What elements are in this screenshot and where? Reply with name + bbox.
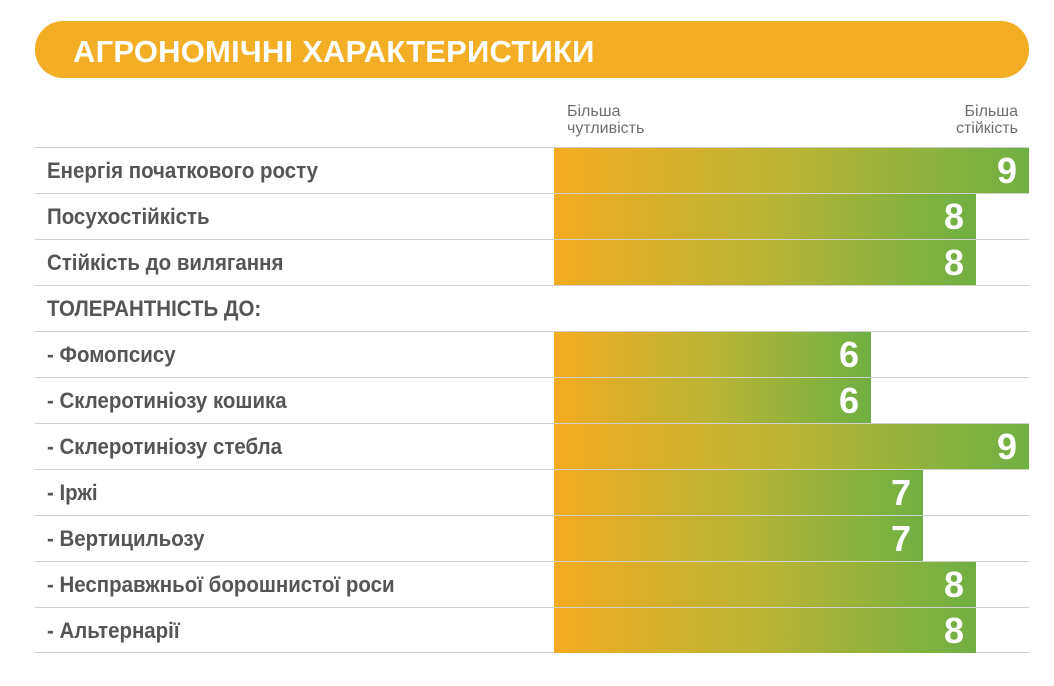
score-bar: 8: [554, 240, 976, 285]
row-label: - Склеротиніозу стебла: [47, 434, 282, 459]
score-value: 8: [943, 564, 964, 605]
row-label: - Несправжньої борошнистої роси: [47, 572, 395, 597]
score-value: 8: [943, 196, 964, 237]
scale-label-sensitivity: Більша чутливість: [567, 103, 644, 137]
score-value: 6: [838, 334, 859, 375]
score-bar: 6: [554, 332, 871, 377]
score-value: 9: [996, 150, 1017, 191]
row-label: Посухостійкість: [47, 204, 210, 229]
chart-row: ТОЛЕРАНТНІСТЬ ДО:: [35, 285, 1029, 331]
score-bar: 9: [554, 424, 1029, 469]
row-label: - Склеротиніозу кошика: [47, 388, 287, 413]
score-value: 6: [838, 380, 859, 421]
page-title: АГРОНОМІЧНІ ХАРАКТЕРИСТИКИ: [73, 34, 595, 69]
score-value: 9: [996, 426, 1017, 467]
chart-row: - Вертицильозу 7: [35, 515, 1029, 561]
chart-row: Посухостійкість 8: [35, 193, 1029, 239]
score-value: 7: [890, 518, 911, 559]
chart-row: - Склеротиніозу кошика 6: [35, 377, 1029, 423]
chart-row: - Альтернарії 8: [35, 607, 1029, 653]
scale-right-line1: Більша: [964, 103, 1018, 120]
header-banner: АГРОНОМІЧНІ ХАРАКТЕРИСТИКИ: [35, 21, 1029, 78]
chart-row: Енергія початкового росту 9: [35, 147, 1029, 193]
score-bar: 8: [554, 562, 976, 607]
score-bar: 7: [554, 470, 923, 515]
chart-row: Стійкість до вилягання 8: [35, 239, 1029, 285]
score-value: 8: [943, 242, 964, 283]
score-bar: 7: [554, 516, 923, 561]
row-label: ТОЛЕРАНТНІСТЬ ДО:: [47, 296, 262, 321]
scale-left-line1: Більша: [567, 103, 621, 120]
chart-row: - Склеротиніозу стебла 9: [35, 423, 1029, 469]
score-bar: 8: [554, 608, 976, 653]
row-label: - Альтернарії: [47, 618, 180, 643]
scale-label-resistance: Більша стійкість: [956, 103, 1018, 137]
chart-row: - Несправжньої борошнистої роси 8: [35, 561, 1029, 607]
scale-left-line2: чутливість: [567, 120, 645, 137]
row-label: - Вертицильозу: [47, 526, 205, 551]
row-label: Енергія початкового росту: [47, 158, 319, 183]
score-bar: 6: [554, 378, 871, 423]
score-value: 8: [943, 610, 964, 651]
chart-row: - Іржі 7: [35, 469, 1029, 515]
chart-row: - Фомопсису 6: [35, 331, 1029, 377]
score-bar: 8: [554, 194, 976, 239]
score-value: 7: [890, 472, 911, 513]
score-bar: 9: [554, 148, 1029, 193]
scale-right-line2: стійкість: [955, 120, 1018, 137]
row-label: - Фомопсису: [47, 342, 176, 367]
row-label: Стійкість до вилягання: [47, 250, 284, 275]
row-label: - Іржі: [47, 480, 98, 505]
